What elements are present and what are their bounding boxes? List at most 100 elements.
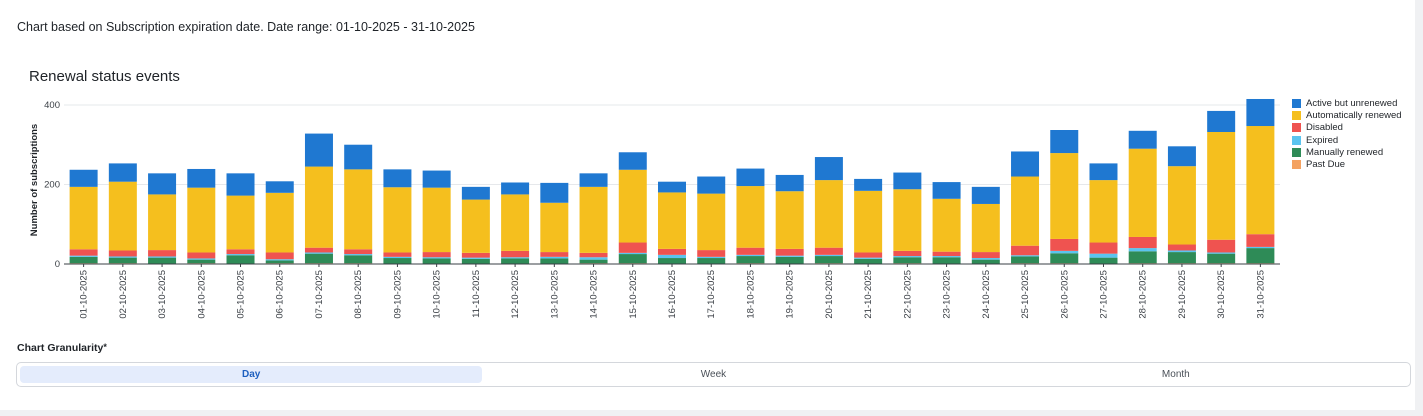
- bar-segment: [775, 248, 804, 256]
- bar-segment: [422, 257, 451, 259]
- bar-segment: [893, 250, 922, 257]
- bar-segment: [187, 259, 216, 264]
- bar-segment: [971, 186, 1000, 204]
- bar-segment: [69, 249, 98, 256]
- legend-item[interactable]: Disabled: [1292, 122, 1402, 134]
- bar-stack[interactable]: [148, 173, 177, 264]
- bar-segment: [579, 259, 608, 264]
- bar-segment: [422, 187, 451, 253]
- bar-segment: [1167, 244, 1196, 251]
- granularity-label: Chart Granularity*: [17, 342, 107, 354]
- bar-segment: [383, 256, 412, 259]
- bar-segment: [932, 256, 961, 258]
- bar-segment: [501, 258, 530, 264]
- legend-item[interactable]: Automatically renewed: [1292, 109, 1402, 121]
- bar-segment: [304, 133, 333, 167]
- bar-segment: [422, 258, 451, 264]
- bar-stack[interactable]: [579, 173, 608, 264]
- bar-segment: [187, 252, 216, 259]
- bar-segment: [1167, 252, 1196, 264]
- bar-stack[interactable]: [1089, 163, 1118, 264]
- bar-segment: [148, 173, 177, 195]
- bar-segment: [579, 186, 608, 253]
- bar-stack[interactable]: [775, 174, 804, 264]
- bar-stack[interactable]: [226, 173, 255, 264]
- bar-stack[interactable]: [1207, 110, 1236, 264]
- granularity-option-week[interactable]: Week: [700, 369, 727, 380]
- bar-segment: [814, 254, 843, 257]
- bar-segment: [265, 192, 294, 253]
- legend-item[interactable]: Manually renewed: [1292, 146, 1402, 158]
- granularity-option-day[interactable]: Day: [20, 366, 483, 383]
- bar-segment: [814, 180, 843, 248]
- bar-stack[interactable]: [108, 163, 137, 264]
- x-tick-label: 26-10-2025: [1059, 270, 1070, 319]
- bar-segment: [697, 193, 726, 251]
- bar-stack[interactable]: [932, 182, 961, 264]
- bar-segment: [69, 169, 98, 187]
- bar-stack[interactable]: [422, 170, 451, 264]
- bar-segment: [344, 169, 373, 250]
- bar-stack[interactable]: [69, 169, 98, 264]
- legend-item[interactable]: Expired: [1292, 134, 1402, 146]
- bar-stack[interactable]: [265, 181, 294, 264]
- bar-segment: [579, 252, 608, 258]
- bar-stack[interactable]: [540, 182, 569, 264]
- bar-stack[interactable]: [893, 172, 922, 264]
- bar-segment: [658, 248, 686, 255]
- bar-stack[interactable]: [304, 133, 333, 264]
- bar-segment: [540, 252, 569, 257]
- bar-segment: [1128, 251, 1157, 264]
- bar-stack[interactable]: [1246, 98, 1275, 264]
- bar-segment: [893, 256, 922, 258]
- bar-segment: [775, 191, 804, 249]
- bar-segment: [501, 257, 530, 259]
- bar-segment: [226, 254, 255, 256]
- bar-stack[interactable]: [1128, 130, 1157, 264]
- bar-segment: [1167, 146, 1196, 167]
- granularity-option-month[interactable]: Month: [1161, 369, 1190, 380]
- x-tick-label: 27-10-2025: [1098, 270, 1109, 319]
- bar-stack[interactable]: [697, 176, 726, 264]
- bar-segment: [108, 257, 137, 264]
- bar-segment: [383, 187, 412, 253]
- bar-segment: [854, 190, 883, 253]
- bar-segment: [1167, 250, 1196, 253]
- bar-stack[interactable]: [814, 157, 843, 264]
- granularity-label-text: Chart Granularity: [17, 342, 104, 354]
- bar-segment: [736, 168, 765, 187]
- bar-stack[interactable]: [658, 181, 686, 264]
- granularity-selector[interactable]: Day Week Month: [16, 362, 1411, 387]
- bar-stack[interactable]: [187, 168, 216, 264]
- bar-segment: [893, 172, 922, 190]
- bar-segment: [187, 168, 216, 188]
- bar-stack[interactable]: [1167, 146, 1196, 264]
- bar-stack[interactable]: [854, 178, 883, 264]
- bar-stack[interactable]: [344, 144, 373, 264]
- bar-segment: [304, 252, 333, 254]
- legend-item[interactable]: Active but unrenewed: [1292, 97, 1402, 109]
- bar-segment: [1207, 131, 1236, 240]
- bar-stack[interactable]: [971, 186, 1000, 264]
- bar-segment: [1050, 238, 1079, 251]
- bar-segment: [265, 181, 294, 193]
- x-tick-label: 06-10-2025: [275, 270, 286, 319]
- bar-stack[interactable]: [1011, 151, 1040, 264]
- bar-segment: [1246, 126, 1275, 235]
- bar-segment: [618, 242, 647, 253]
- bar-stack[interactable]: [461, 186, 490, 264]
- bar-segment: [422, 252, 451, 258]
- bar-segment: [1011, 245, 1040, 256]
- bar-segment: [1167, 166, 1196, 245]
- x-tick-label: 16-10-2025: [667, 270, 678, 319]
- legend-item[interactable]: Past Due: [1292, 158, 1402, 170]
- bar-stack[interactable]: [1050, 130, 1079, 264]
- bar-segment: [501, 182, 530, 195]
- bar-stack[interactable]: [383, 169, 412, 264]
- bar-segment: [736, 247, 765, 255]
- legend-swatch: [1292, 110, 1301, 120]
- bar-segment: [1207, 253, 1236, 264]
- bar-stack[interactable]: [618, 152, 647, 264]
- bar-stack[interactable]: [501, 182, 530, 264]
- bar-stack[interactable]: [736, 168, 765, 264]
